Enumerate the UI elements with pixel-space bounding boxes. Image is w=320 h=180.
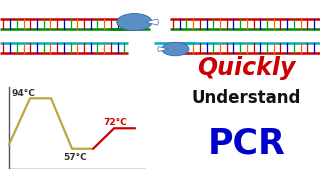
Wedge shape (146, 19, 158, 25)
Ellipse shape (162, 42, 189, 56)
Ellipse shape (117, 14, 152, 31)
Wedge shape (158, 47, 168, 51)
Text: PCR: PCR (208, 127, 285, 161)
Text: Quickly: Quickly (197, 55, 296, 80)
Text: 57°C: 57°C (64, 153, 87, 162)
Text: 94°C: 94°C (11, 89, 35, 98)
Text: Understand: Understand (192, 89, 301, 107)
Text: 72°C: 72°C (104, 118, 127, 127)
